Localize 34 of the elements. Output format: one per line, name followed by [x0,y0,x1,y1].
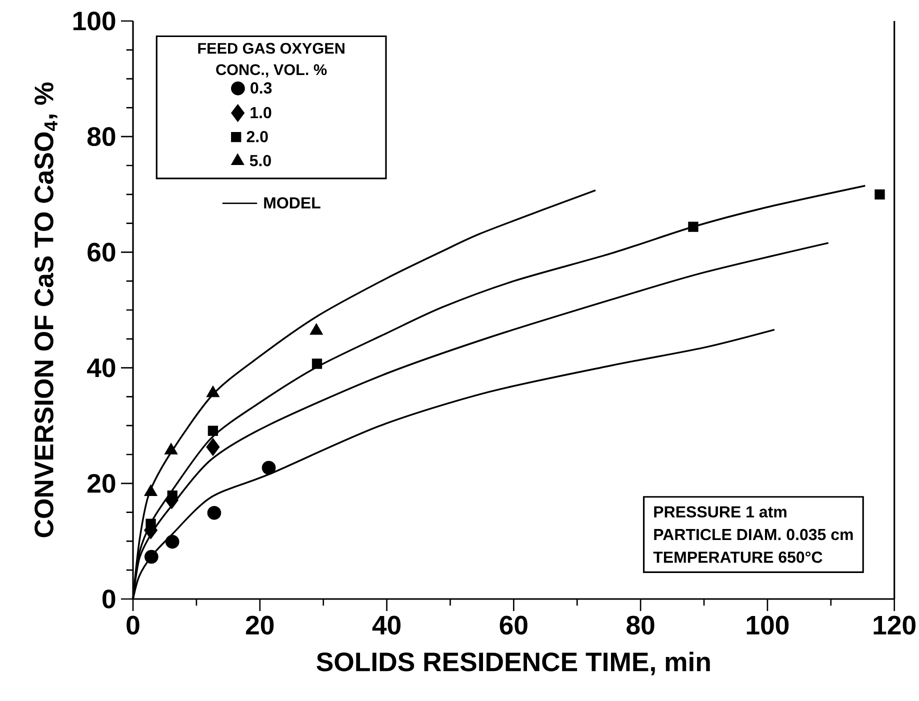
x-tick-label: 80 [626,616,654,635]
y-tick-label: 60 [88,242,116,262]
point [208,426,218,436]
point [146,518,156,529]
legend-label: MODEL [264,197,320,209]
x-tick-label: 0 [126,616,140,635]
point [874,189,885,200]
point [262,460,276,475]
x-tick-label: 40 [372,616,401,635]
annotation: TEMPERATURE 650°C [653,552,822,563]
point [206,438,220,456]
legend-label: 1.0 [250,106,272,118]
annotation: PARTICLE DIAM. 0.035 cm [654,528,853,540]
annotation: PRESSURE 1 atm [654,506,786,518]
y-tick-label: 20 [88,474,116,493]
point [688,222,698,232]
y-tick-label: 40 [87,358,116,378]
y-tick-label: 100 [73,12,116,30]
point [207,506,222,520]
point [312,358,322,369]
y-axis-title: CONVERSION OF CaS TO CaSO$_{4}$, % [34,82,58,538]
y-tick-label: 0 [102,590,116,608]
point [165,534,180,549]
legend-title: FEED GAS OXYGEN CONC., VOL. % [198,42,344,78]
x-tick-label: 100 [746,616,789,635]
y-tick-label: 80 [87,127,116,146]
legend-label: 2.0 [246,130,268,142]
legend-label: 0.3 [250,82,272,94]
x-axis-title: SOLIDS RESIDENCE TIME, min [316,652,710,676]
legend-label: 5.0 [250,154,271,166]
x-tick-label: 20 [246,616,274,635]
point [144,550,158,564]
x-tick-label: 60 [500,616,528,635]
x-tick-label: 120 [874,616,916,635]
